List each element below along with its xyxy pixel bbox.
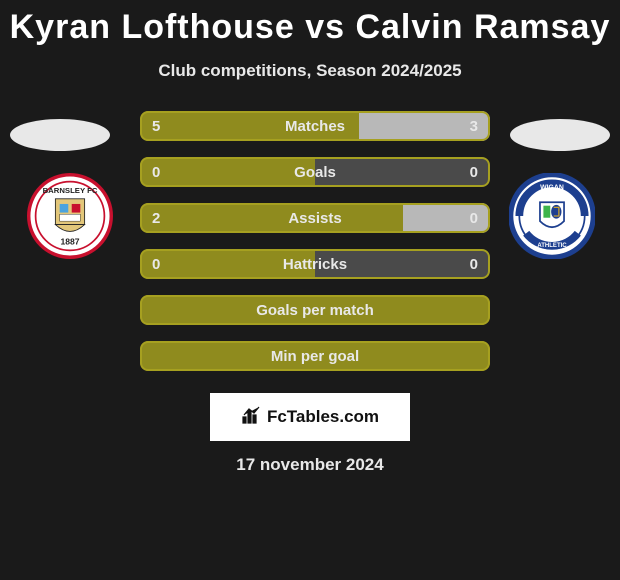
club-badge-left: BARNSLEY FC 1887: [27, 173, 113, 259]
stat-value-right: 0: [470, 157, 478, 187]
comparison-subtitle: Club competitions, Season 2024/2025: [0, 61, 620, 81]
chart-icon: [241, 405, 261, 430]
stat-row: Goals0 0: [140, 157, 490, 187]
stats-bars: Matches53Goals00Assists20Hattricks00Goal…: [140, 111, 490, 387]
comparison-title: Kyran Lofthouse vs Calvin Ramsay: [0, 0, 620, 47]
svg-text:ATHLETIC: ATHLETIC: [537, 243, 567, 249]
stat-value-left: 5: [152, 111, 160, 141]
stat-value-right: 3: [470, 111, 478, 141]
stat-label: Min per goal: [140, 341, 490, 371]
stat-value-left: 0: [152, 249, 160, 279]
svg-text:BARNSLEY FC: BARNSLEY FC: [43, 186, 98, 195]
watermark-text: FcTables.com: [267, 407, 379, 427]
stat-label: Matches: [140, 111, 490, 141]
svg-text:1887: 1887: [60, 236, 79, 246]
stat-row: Goals per match: [140, 295, 490, 325]
watermark: FcTables.com: [210, 393, 410, 441]
wigan-badge-icon: WIGAN ATHLETIC: [509, 173, 595, 259]
stat-value-right: 0: [470, 203, 478, 233]
barnsley-badge-icon: BARNSLEY FC 1887: [27, 173, 113, 259]
stat-row: Hattricks0 0: [140, 249, 490, 279]
stat-label: Assists: [140, 203, 490, 233]
svg-text:WIGAN: WIGAN: [540, 184, 564, 191]
stat-value-left: 0: [152, 157, 160, 187]
stat-row: Matches5 3: [140, 111, 490, 141]
ellipse-left-placeholder: [10, 119, 110, 151]
stat-row: Min per goal: [140, 341, 490, 371]
stat-label: Hattricks: [140, 249, 490, 279]
stat-value-left: 2: [152, 203, 160, 233]
stat-label: Goals per match: [140, 295, 490, 325]
comparison-content: BARNSLEY FC 1887 WIGAN ATHLETIC Matches5…: [0, 103, 620, 473]
stat-value-right: 0: [470, 249, 478, 279]
club-badge-right: WIGAN ATHLETIC: [509, 173, 595, 259]
ellipse-right-placeholder: [510, 119, 610, 151]
stat-row: Assists2 0: [140, 203, 490, 233]
comparison-date: 17 november 2024: [0, 455, 620, 475]
stat-label: Goals: [140, 157, 490, 187]
